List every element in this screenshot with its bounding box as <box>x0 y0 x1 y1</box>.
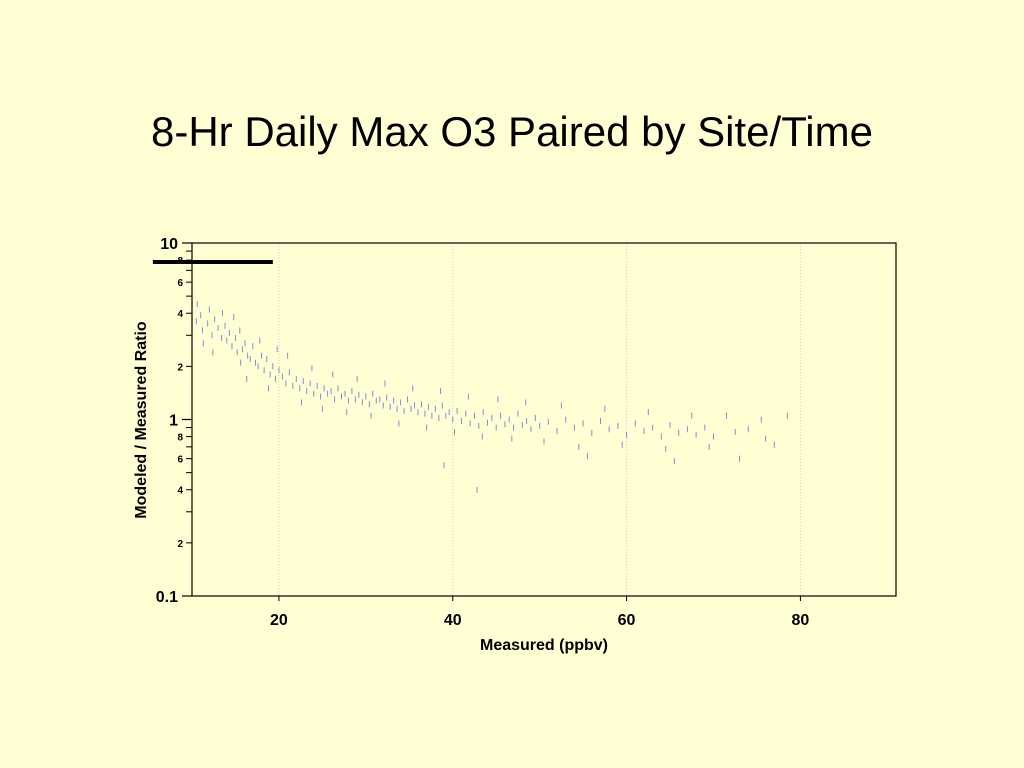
x-tick-label-40: 40 <box>444 612 462 629</box>
grid-lines <box>278 243 801 596</box>
plot-frame <box>191 242 897 597</box>
y-minor-tick-label: 2 <box>177 362 183 373</box>
y-minor-tick-label: 2 <box>177 539 183 550</box>
y-major-tick-label-0.1: 0.1 <box>156 589 178 606</box>
x-axis-title: Measured (ppbv) <box>480 637 608 654</box>
x-axis-ticks: 20 40 60 80 <box>270 596 809 629</box>
y-major-tick-label-1: 1 <box>169 413 178 430</box>
x-tick-label-20: 20 <box>270 612 288 629</box>
y-minor-tick-label: 8 <box>177 433 183 444</box>
x-tick-label-60: 60 <box>618 612 636 629</box>
slide-title: 8-Hr Daily Max O3 Paired by Site/Time <box>151 108 873 155</box>
y-minor-tick-label: 6 <box>177 455 183 466</box>
data-points <box>195 301 788 493</box>
y-minor-tick-label: 6 <box>177 278 183 289</box>
y-major-tick-label-10: 10 <box>160 236 178 253</box>
x-tick-label-80: 80 <box>791 612 809 629</box>
y-axis-ticks: 10 1 0.1 8 6 4 2 8 6 4 2 <box>156 236 192 606</box>
y-minor-tick-label: 8 <box>177 256 183 267</box>
y-axis-title: Modeled / Measured Ratio <box>133 321 150 519</box>
y-minor-tick-label: 4 <box>177 309 183 320</box>
y-minor-tick-label: 4 <box>177 486 183 497</box>
